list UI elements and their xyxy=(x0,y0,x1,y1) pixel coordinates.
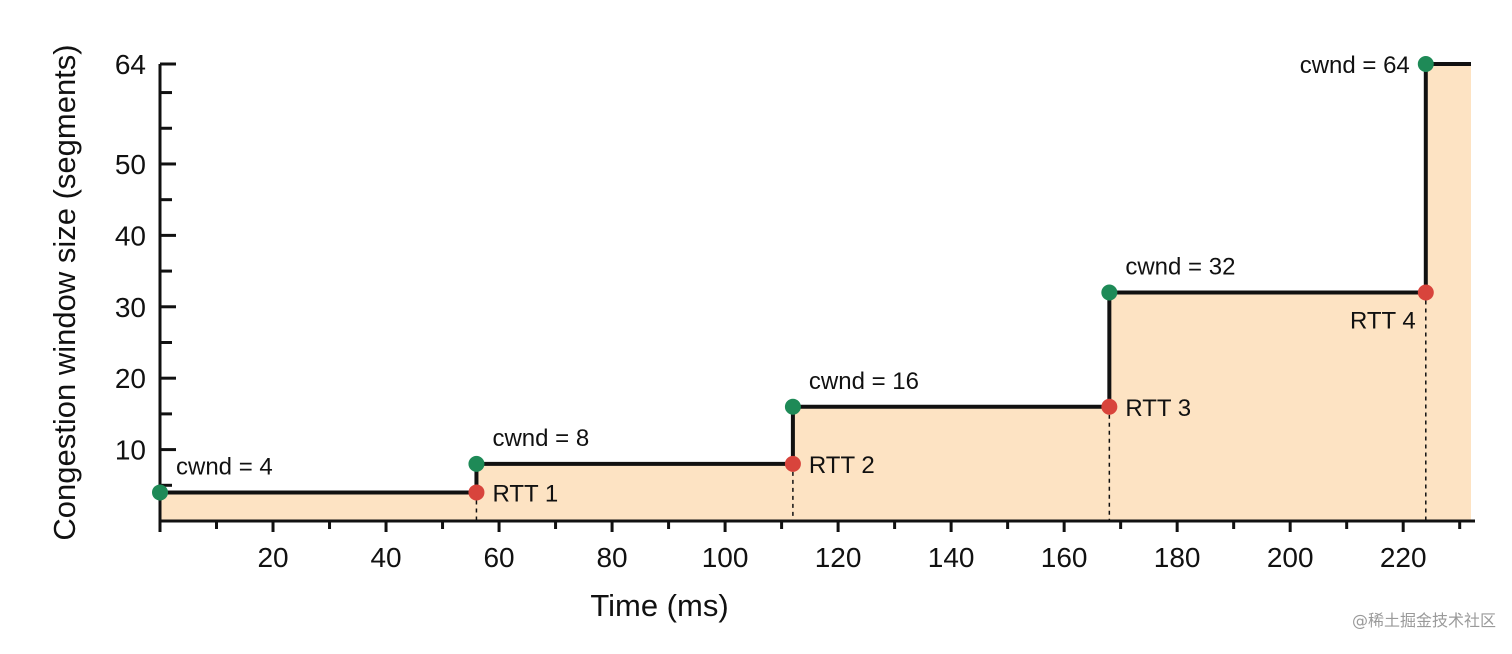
y-axis-title: Congestion window size (segments) xyxy=(47,44,82,540)
watermark: @稀土掘金技术社区 xyxy=(1351,611,1496,630)
cwnd-label: cwnd = 16 xyxy=(809,368,919,395)
y-tick-label: 10 xyxy=(115,435,146,466)
cwnd-label: cwnd = 4 xyxy=(176,453,273,480)
labels-layer: cwnd = 4 cwnd = 8 cwnd = 16 cwnd = 32 cwnd =… xyxy=(176,52,1416,507)
cwnd-label: cwnd = 64 xyxy=(1300,52,1410,79)
x-tick-label: 180 xyxy=(1154,542,1201,573)
x-tick-label: 160 xyxy=(1041,542,1088,573)
series-line-layer xyxy=(160,62,1471,495)
rtt-point xyxy=(784,455,801,472)
x-axis-title: Time (ms) xyxy=(590,588,728,623)
rtt-label: RTT 3 xyxy=(1125,395,1191,422)
y-tick-label: 64 xyxy=(115,49,146,80)
y-tick-label: 50 xyxy=(115,149,146,180)
dropline-layer xyxy=(475,292,1427,521)
rtt-label: RTT 2 xyxy=(809,452,875,479)
x-tick-label: 140 xyxy=(928,542,975,573)
x-tick-label: 100 xyxy=(702,542,749,573)
cwnd-point xyxy=(468,455,485,472)
x-tick-label: 80 xyxy=(596,542,627,573)
cwnd-label: cwnd = 32 xyxy=(1125,254,1235,281)
y-tick-label: 40 xyxy=(115,220,146,251)
x-tick-label: 40 xyxy=(370,542,401,573)
rtt-point xyxy=(1101,398,1118,415)
cwnd-point xyxy=(1101,284,1118,301)
rtt-label: RTT 1 xyxy=(492,480,558,507)
cwnd-point xyxy=(1417,56,1434,72)
cwnd-label: cwnd = 8 xyxy=(492,425,589,452)
x-tick-label: 120 xyxy=(815,542,862,573)
points-layer xyxy=(152,56,1434,501)
y-tick-label: 30 xyxy=(115,292,146,323)
filled-area-layer xyxy=(160,64,1471,521)
cwnd-step-line xyxy=(160,62,1471,495)
x-tick-label: 60 xyxy=(483,542,514,573)
y-tick-label: 20 xyxy=(115,363,146,394)
x-tick-label: 220 xyxy=(1380,542,1427,573)
axes-layer: 20 40 60 80 100 120 140 160 180 200 220 10 20 30 40 50 6… xyxy=(115,49,1475,573)
area-fill xyxy=(160,64,1471,521)
x-tick-label: 200 xyxy=(1267,542,1314,573)
cwnd-point xyxy=(784,398,801,415)
cwnd-point xyxy=(152,484,168,501)
rtt-point xyxy=(468,484,485,501)
rtt-point xyxy=(1417,284,1434,301)
x-tick-label: 20 xyxy=(257,542,288,573)
rtt-label: RTT 4 xyxy=(1350,308,1416,335)
